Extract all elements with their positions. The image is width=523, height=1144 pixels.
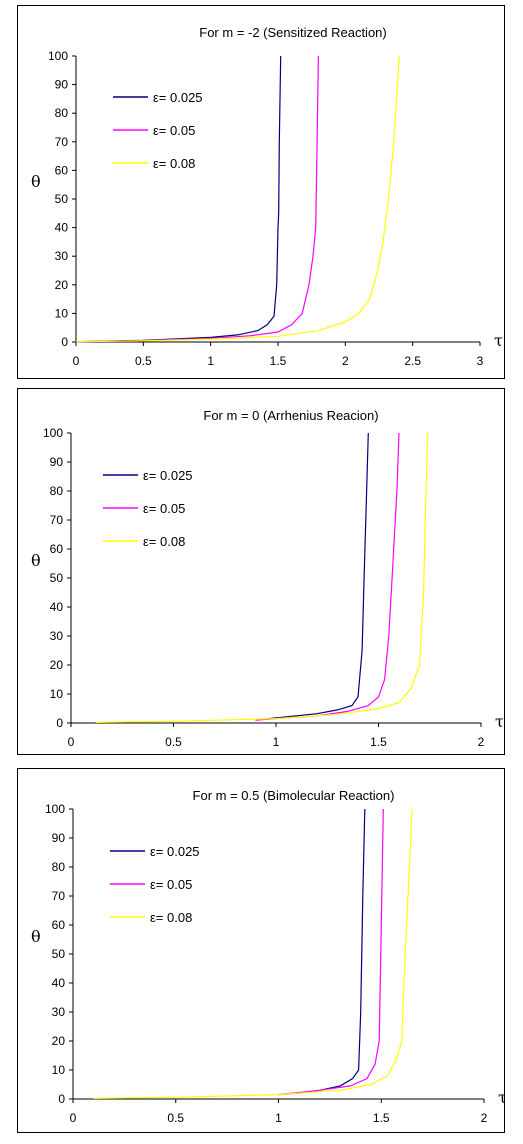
- y-axis-label: θ: [31, 551, 41, 570]
- x-tick-label: 2: [481, 1111, 488, 1125]
- x-tick-label: 0.5: [135, 354, 152, 368]
- y-axis-label: θ: [31, 927, 41, 946]
- y-tick-label: 70: [55, 135, 69, 149]
- series-line-3: [95, 432, 429, 723]
- y-tick-label: 20: [55, 278, 69, 292]
- y-tick-label: 60: [52, 918, 66, 932]
- legend-label-3: ε= 0.08: [153, 156, 195, 171]
- legend-label-3: ε= 0.08: [143, 534, 185, 549]
- legend-label-1: ε= 0.025: [150, 844, 200, 859]
- series-line-2: [75, 55, 319, 343]
- chart-panel-2: For m = 0 (Arrhenius Reacion) 0 10 20 30 40 50…: [17, 388, 505, 755]
- x-tick-label: 2: [478, 735, 485, 749]
- x-axis-label: τ: [498, 1088, 504, 1107]
- legend-label-2: ε= 0.05: [143, 501, 185, 516]
- y-tick-label: 20: [50, 658, 64, 672]
- x-tick-label: 1: [273, 735, 280, 749]
- x-tick-label: 1: [275, 1111, 282, 1125]
- y-tick-label: 90: [50, 455, 64, 469]
- chart-title: For m = 0.5 (Bimolecular Reaction): [193, 788, 395, 803]
- y-tick-label: 10: [52, 1063, 66, 1077]
- y-tick-label: 40: [55, 221, 69, 235]
- chart-m-0: For m = 0 (Arrhenius Reacion)01020304050…: [31, 408, 504, 749]
- y-tick-label: 80: [52, 860, 66, 874]
- legend-label-3: ε= 0.08: [150, 910, 192, 925]
- y-tick-label: 0: [56, 716, 63, 730]
- series-line-2: [255, 432, 400, 721]
- x-tick-label: 0: [68, 735, 75, 749]
- y-tick-label: 100: [45, 802, 65, 816]
- chart-m-0-5: For m = 0.5 (Bimolecular Reaction)010203…: [31, 788, 504, 1125]
- x-tick-label: 1.5: [370, 735, 387, 749]
- y-tick-label: 80: [50, 484, 64, 498]
- y-tick-label: 0: [61, 335, 68, 349]
- legend-label-1: ε= 0.025: [153, 90, 203, 105]
- x-tick-label: 2.5: [404, 354, 421, 368]
- chart-title: For m = -2 (Sensitized Reaction): [199, 25, 386, 40]
- y-tick-label: 0: [58, 1092, 65, 1106]
- x-tick-label: 0: [73, 354, 80, 368]
- x-axis-label: τ: [494, 331, 503, 350]
- y-tick-label: 100: [43, 426, 63, 440]
- y-tick-label: 50: [52, 947, 66, 961]
- y-tick-label: 100: [48, 49, 68, 63]
- y-tick-label: 10: [55, 306, 69, 320]
- y-tick-label: 90: [52, 831, 66, 845]
- x-tick-label: 3: [477, 354, 484, 368]
- y-tick-label: 30: [52, 1005, 66, 1019]
- y-tick-label: 70: [50, 513, 64, 527]
- x-tick-label: 0.5: [165, 735, 182, 749]
- legend-label-1: ε= 0.025: [143, 468, 193, 483]
- x-tick-label: 2: [342, 354, 349, 368]
- x-axis-label: τ: [495, 712, 504, 731]
- chart-title: For m = 0 (Arrhenius Reacion): [203, 408, 378, 423]
- x-tick-label: 1.5: [373, 1111, 390, 1125]
- x-tick-label: 0: [70, 1111, 77, 1125]
- legend-label-2: ε= 0.05: [153, 123, 195, 138]
- chart-panel-3: For m = 0.5 (Bimolecular Reaction) 0 10 20 3…: [17, 768, 505, 1133]
- y-tick-label: 50: [55, 192, 69, 206]
- y-tick-label: 40: [52, 976, 66, 990]
- y-tick-label: 10: [50, 687, 64, 701]
- x-tick-label: 1: [207, 354, 214, 368]
- y-tick-label: 60: [50, 542, 64, 556]
- x-tick-label: 0.5: [167, 1111, 184, 1125]
- y-tick-label: 30: [55, 249, 69, 263]
- chart-panel-1: For m = -2 (Sensitized Reaction) 0 10 20 30 4…: [17, 5, 505, 379]
- x-tick-label: 1.5: [270, 354, 287, 368]
- series-line-1: [75, 55, 282, 343]
- series-line-1: [278, 808, 366, 1096]
- y-axis-label: θ: [31, 172, 41, 191]
- y-tick-label: 30: [50, 629, 64, 643]
- y-tick-label: 50: [50, 571, 64, 585]
- y-tick-label: 80: [55, 106, 69, 120]
- series-line-2: [278, 808, 384, 1096]
- y-tick-label: 20: [52, 1034, 66, 1048]
- series-line-1: [255, 432, 369, 721]
- chart-m-minus-2: For m = -2 (Sensitized Reaction)01020304…: [31, 25, 503, 368]
- y-tick-label: 70: [52, 889, 66, 903]
- y-tick-label: 40: [50, 600, 64, 614]
- legend-label-2: ε= 0.05: [150, 877, 192, 892]
- series-line-3: [75, 55, 400, 343]
- y-tick-label: 90: [55, 78, 69, 92]
- y-tick-label: 60: [55, 163, 69, 177]
- series-line-3: [93, 808, 413, 1099]
